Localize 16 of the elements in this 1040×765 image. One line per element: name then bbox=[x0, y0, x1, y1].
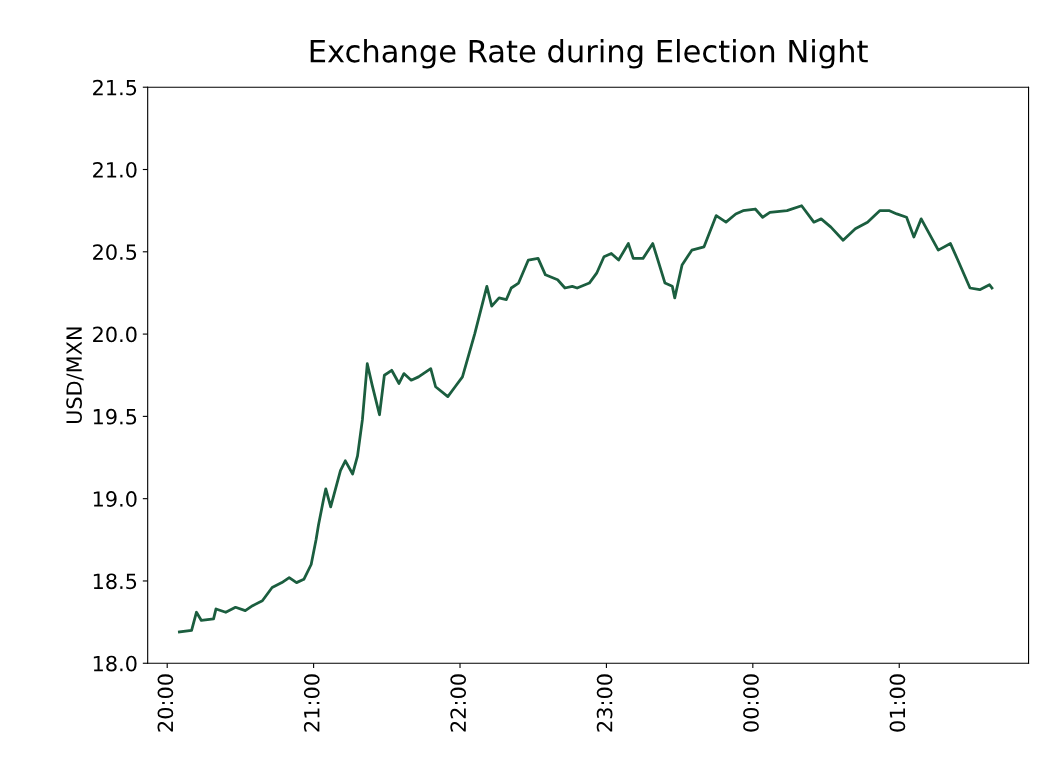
y-tick-label: 21.0 bbox=[93, 161, 137, 178]
x-tick-label: 21:00 bbox=[303, 674, 320, 732]
y-tick-label: 20.0 bbox=[93, 326, 137, 343]
x-tick-label: 23:00 bbox=[596, 674, 613, 732]
x-tick-label: 22:00 bbox=[450, 674, 467, 732]
chart-title: Exchange Rate during Election Night bbox=[310, 38, 868, 69]
x-tick-label: 01:00 bbox=[889, 674, 906, 732]
x-tick-label: 00:00 bbox=[743, 674, 759, 732]
y-tick-label: 18.0 bbox=[93, 655, 137, 672]
x-tick-label: 20:00 bbox=[157, 674, 174, 732]
y-tick-label: 19.0 bbox=[93, 491, 137, 507]
y-tick-label: 21.5 bbox=[93, 79, 137, 96]
y-tick-label: 19.5 bbox=[93, 408, 137, 425]
y-tick-label: 20.5 bbox=[93, 244, 137, 261]
y-axis-title: USD/MXN bbox=[66, 327, 84, 424]
y-tick-label: 18.5 bbox=[93, 573, 137, 590]
